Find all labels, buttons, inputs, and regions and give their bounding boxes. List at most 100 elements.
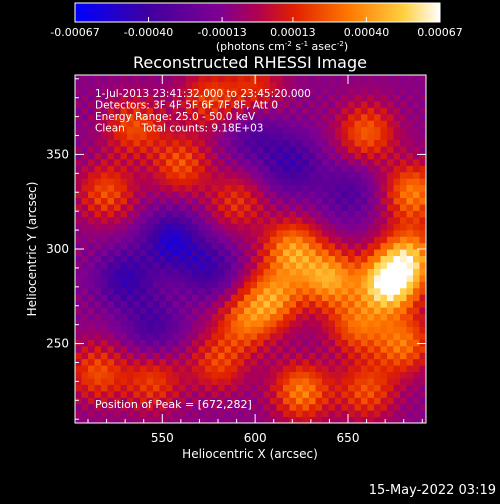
heatmap-cell — [198, 81, 206, 89]
heatmap-cell — [107, 358, 115, 366]
heatmap-cell — [367, 281, 375, 289]
heatmap-cell — [192, 249, 200, 257]
heatmap-cell — [114, 300, 122, 308]
heatmap-cell — [289, 165, 297, 173]
heatmap-cell — [159, 165, 167, 173]
heatmap-cell — [296, 332, 304, 340]
heatmap-cell — [413, 371, 421, 379]
y-axis-label: Heliocentric Y (arcsec) — [25, 182, 39, 317]
heatmap-cell — [419, 281, 426, 289]
heatmap-cell — [114, 249, 122, 257]
heatmap-cell — [224, 242, 232, 250]
heatmap-cell — [94, 313, 102, 321]
heatmap-cell — [387, 313, 395, 321]
heatmap-cell — [419, 390, 426, 398]
heatmap-cell — [231, 158, 239, 166]
heatmap-cell — [211, 313, 219, 321]
heatmap-cell — [172, 403, 180, 411]
heatmap-cell — [289, 261, 297, 269]
heatmap-cell — [348, 371, 356, 379]
heatmap-cell — [172, 274, 180, 282]
heatmap-cell — [289, 94, 297, 102]
heatmap-cell — [192, 371, 200, 379]
heatmap-cell — [237, 139, 245, 147]
heatmap-cell — [192, 294, 200, 302]
heatmap-cell — [114, 87, 122, 95]
heatmap-cell — [192, 236, 200, 244]
heatmap-cell — [367, 81, 375, 89]
heatmap-cell — [374, 249, 382, 257]
heatmap-cell — [114, 184, 122, 192]
heatmap-cell — [211, 365, 219, 373]
heatmap-cell — [270, 384, 278, 392]
heatmap-cell — [348, 294, 356, 302]
heatmap-cell — [146, 216, 154, 224]
heatmap-cell — [114, 397, 122, 405]
heatmap-cell — [367, 307, 375, 315]
heatmap-cell — [107, 178, 115, 186]
heatmap-cell — [120, 300, 128, 308]
heatmap-cell — [328, 416, 336, 423]
heatmap-cell — [296, 113, 304, 121]
heatmap-cell — [198, 416, 206, 423]
heatmap-cell — [198, 294, 206, 302]
heatmap-cell — [101, 184, 109, 192]
heatmap-cell — [127, 371, 135, 379]
heatmap-cell — [101, 191, 109, 199]
heatmap-cell — [127, 113, 135, 121]
heatmap-cell — [159, 371, 167, 379]
heatmap-cell — [179, 268, 187, 276]
heatmap-cell — [387, 390, 395, 398]
heatmap-cell — [127, 81, 135, 89]
heatmap-cell — [250, 281, 258, 289]
heatmap-cell — [387, 216, 395, 224]
heatmap-cell — [81, 133, 89, 141]
heatmap-cell — [75, 229, 83, 237]
heatmap-cell — [341, 126, 349, 134]
heatmap-cell — [406, 332, 414, 340]
heatmap-cell — [387, 145, 395, 153]
heatmap-cell — [419, 319, 426, 327]
heatmap-cell — [374, 352, 382, 360]
heatmap-cell — [335, 403, 343, 411]
heatmap-cell — [296, 210, 304, 218]
heatmap-cell — [250, 397, 258, 405]
heatmap-cell — [211, 120, 219, 128]
heatmap-cell — [120, 410, 128, 418]
heatmap-cell — [237, 332, 245, 340]
heatmap-cell — [218, 133, 226, 141]
heatmap-cell — [231, 210, 239, 218]
heatmap-cell — [380, 165, 388, 173]
heatmap-cell — [283, 332, 291, 340]
heatmap-cell — [283, 100, 291, 108]
heatmap-cell — [406, 242, 414, 250]
heatmap-cell — [400, 107, 408, 115]
heatmap-cell — [406, 261, 414, 269]
heatmap-cell — [231, 152, 239, 160]
heatmap-cell — [276, 384, 284, 392]
heatmap-cell — [120, 81, 128, 89]
heatmap-cell — [107, 197, 115, 205]
heatmap-cell — [400, 249, 408, 257]
heatmap-cell — [400, 403, 408, 411]
heatmap-cell — [322, 100, 330, 108]
heatmap-cell — [88, 165, 96, 173]
heatmap-cell — [133, 313, 141, 321]
heatmap-cell — [361, 281, 369, 289]
heatmap-cell — [140, 319, 148, 327]
heatmap-cell — [380, 81, 388, 89]
heatmap-cell — [406, 107, 414, 115]
heatmap-cell — [283, 75, 291, 83]
heatmap-cell — [270, 365, 278, 373]
heatmap-cell — [309, 403, 317, 411]
heatmap-cell — [380, 300, 388, 308]
heatmap-cell — [315, 165, 323, 173]
heatmap-cell — [133, 300, 141, 308]
heatmap-cell — [75, 403, 83, 411]
heatmap-cell — [140, 191, 148, 199]
heatmap-cell — [107, 94, 115, 102]
heatmap-cell — [133, 171, 141, 179]
heatmap-cell — [107, 345, 115, 353]
heatmap-cell — [88, 94, 96, 102]
heatmap-cell — [406, 126, 414, 134]
